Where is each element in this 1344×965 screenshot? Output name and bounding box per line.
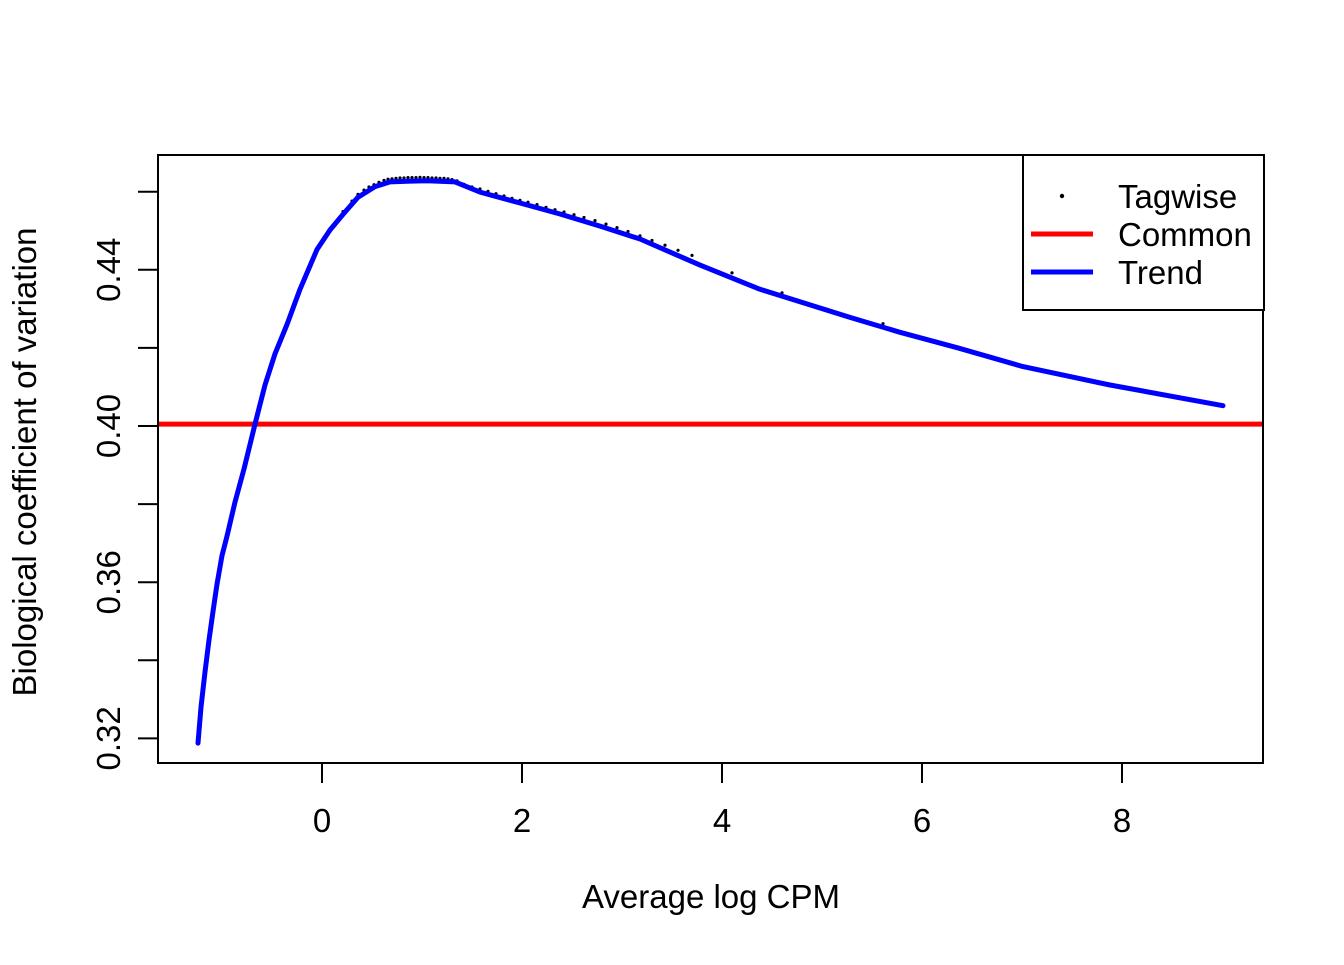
tagwise-point [615,226,619,230]
y-tick-label: 0.40 [90,394,127,458]
tagwise-point [676,248,680,252]
tagwise-point [582,215,586,220]
x-tick-label: 6 [913,802,931,839]
x-axis-label: Average log CPM [582,878,840,915]
legend-label-trend: Trend [1118,254,1203,291]
legend-label-tagwise: Tagwise [1118,178,1237,215]
y-tick-label: 0.36 [90,550,127,614]
y-tick-label: 0.32 [90,706,127,770]
legend-item-common: Common [1031,216,1252,253]
tagwise-point [410,176,414,180]
x-tick-label: 0 [313,802,331,839]
x-tick-label: 4 [713,802,731,839]
tagwise-point [398,176,402,180]
tagwise-point [690,253,694,257]
x-axis-ticks: 0 2 4 6 8 [313,763,1131,839]
trend-line [195,178,1226,746]
tagwise-point [406,176,410,180]
tagwise-point [418,175,422,179]
y-tick-label: 0.44 [90,238,127,302]
x-tick-label: 8 [1113,802,1131,839]
tagwise-point [604,222,608,226]
tagwise-point [730,271,734,275]
tagwise-point-icon [1059,193,1065,199]
tagwise-point [414,176,418,180]
legend-label-common: Common [1118,216,1252,253]
plot-border [157,154,1264,764]
legend-item-tagwise: Tagwise [1059,178,1237,215]
legend: Tagwise Common Trend [1022,154,1265,311]
y-axis-label: Biological coefficient of variation [6,228,43,697]
y-axis-ticks: 0.32 0.36 0.40 0.44 [90,190,158,771]
tagwise-point [663,243,667,247]
legend-item-trend: Trend [1031,254,1203,291]
tagwise-point [593,219,597,223]
x-tick-label: 2 [513,802,531,839]
